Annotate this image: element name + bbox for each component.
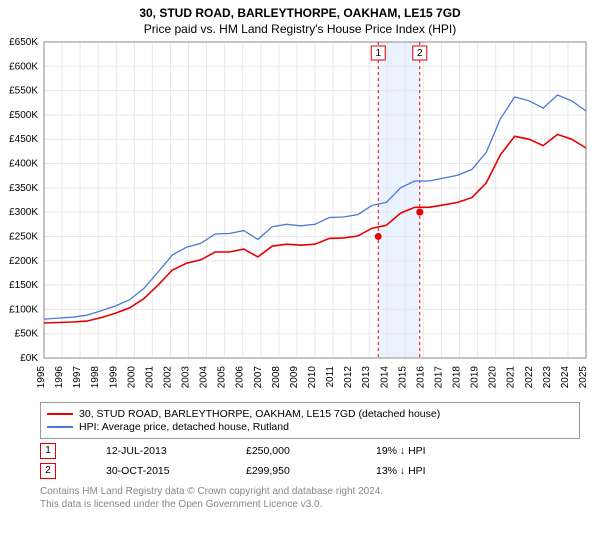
svg-text:2014: 2014	[379, 366, 390, 389]
footer: Contains HM Land Registry data © Crown c…	[40, 485, 580, 511]
chart-container: 30, STUD ROAD, BARLEYTHORPE, OAKHAM, LE1…	[0, 0, 600, 511]
svg-text:1: 1	[375, 48, 381, 59]
svg-text:2024: 2024	[560, 366, 571, 389]
chart-svg: £0K £50K £100K £150K £200K £250K £300K £350K £40…	[0, 36, 600, 400]
sale-price: £250,000	[246, 445, 326, 457]
svg-text:2005: 2005	[217, 366, 228, 389]
sale-date: 12-JUL-2013	[106, 445, 196, 457]
legend-row: 30, STUD ROAD, BARLEYTHORPE, OAKHAM, LE1…	[47, 408, 573, 420]
svg-text:£450K: £450K	[9, 134, 38, 145]
svg-text:2019: 2019	[470, 366, 481, 389]
sale-row: 1 12-JUL-2013 £250,000 19% ↓ HPI	[40, 443, 580, 459]
sales-table: 1 12-JUL-2013 £250,000 19% ↓ HPI 2 30-OCT-201…	[0, 443, 600, 479]
legend-label: 30, STUD ROAD, BARLEYTHORPE, OAKHAM, LE1…	[79, 408, 440, 420]
sale-marker: 2	[40, 463, 56, 479]
svg-text:2020: 2020	[488, 366, 499, 389]
svg-text:2023: 2023	[542, 366, 553, 389]
svg-text:£550K: £550K	[9, 86, 38, 97]
svg-text:2002: 2002	[162, 366, 173, 389]
sale-delta: 13% ↓ HPI	[376, 465, 426, 477]
svg-text:2004: 2004	[199, 366, 210, 389]
svg-text:2012: 2012	[343, 366, 354, 389]
svg-text:2018: 2018	[452, 366, 463, 389]
svg-text:£600K: £600K	[9, 61, 38, 72]
legend-swatch	[47, 426, 73, 428]
svg-text:2015: 2015	[397, 366, 408, 389]
svg-text:£150K: £150K	[9, 280, 38, 291]
svg-text:£100K: £100K	[9, 304, 38, 315]
svg-text:£0K: £0K	[20, 353, 38, 364]
legend-swatch	[47, 413, 73, 415]
svg-text:2000: 2000	[126, 366, 137, 389]
svg-text:£400K: £400K	[9, 159, 38, 170]
svg-text:2001: 2001	[144, 366, 155, 389]
svg-text:2009: 2009	[289, 366, 300, 389]
sale-price: £299,950	[246, 465, 326, 477]
svg-text:£300K: £300K	[9, 207, 38, 218]
svg-text:2006: 2006	[235, 366, 246, 389]
svg-text:£50K: £50K	[15, 329, 39, 340]
svg-text:£200K: £200K	[9, 256, 38, 267]
svg-text:2021: 2021	[506, 366, 517, 389]
legend: 30, STUD ROAD, BARLEYTHORPE, OAKHAM, LE1…	[40, 402, 580, 439]
svg-text:2: 2	[417, 48, 423, 59]
legend-row: HPI: Average price, detached house, Rutl…	[47, 421, 573, 433]
svg-text:2013: 2013	[361, 366, 372, 389]
svg-text:1996: 1996	[54, 366, 65, 389]
svg-text:2011: 2011	[325, 366, 336, 388]
footer-line-1: Contains HM Land Registry data © Crown c…	[40, 485, 580, 498]
svg-text:2003: 2003	[181, 366, 192, 389]
footer-line-2: This data is licensed under the Open Gov…	[40, 498, 580, 511]
svg-text:2007: 2007	[253, 366, 264, 389]
svg-text:1995: 1995	[36, 366, 47, 389]
subtitle: Price paid vs. HM Land Registry's House …	[0, 22, 600, 36]
sale-row: 2 30-OCT-2015 £299,950 13% ↓ HPI	[40, 463, 580, 479]
svg-text:£350K: £350K	[9, 183, 38, 194]
svg-text:1998: 1998	[90, 366, 101, 389]
titles: 30, STUD ROAD, BARLEYTHORPE, OAKHAM, LE1…	[0, 0, 600, 36]
svg-text:£500K: £500K	[9, 110, 38, 121]
chart: £0K £50K £100K £150K £200K £250K £300K £350K £40…	[0, 36, 600, 400]
svg-text:2008: 2008	[271, 366, 282, 389]
address-title: 30, STUD ROAD, BARLEYTHORPE, OAKHAM, LE1…	[0, 6, 600, 20]
svg-text:1999: 1999	[108, 366, 119, 389]
svg-text:2022: 2022	[524, 366, 535, 389]
sale-marker: 1	[40, 443, 56, 459]
svg-text:1997: 1997	[72, 366, 83, 389]
sale-delta: 19% ↓ HPI	[376, 445, 426, 457]
legend-label: HPI: Average price, detached house, Rutl…	[79, 421, 289, 433]
svg-text:£650K: £650K	[9, 37, 38, 48]
svg-text:2025: 2025	[578, 366, 589, 389]
svg-text:£250K: £250K	[9, 231, 38, 242]
svg-text:2016: 2016	[415, 366, 426, 389]
svg-text:2010: 2010	[307, 366, 318, 389]
sale-date: 30-OCT-2015	[106, 465, 196, 477]
svg-text:2017: 2017	[433, 366, 444, 389]
